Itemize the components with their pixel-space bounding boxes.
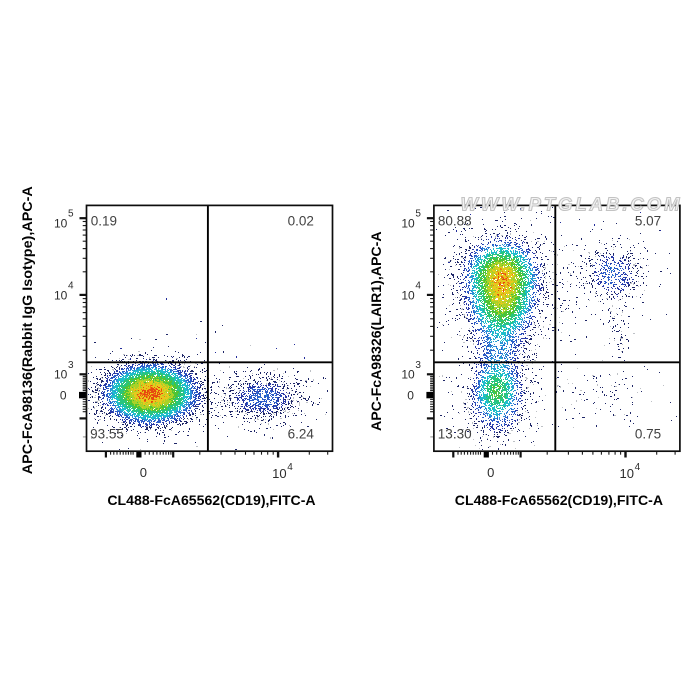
svg-text:10: 10 bbox=[401, 216, 415, 230]
svg-text:3: 3 bbox=[415, 360, 421, 371]
svg-text:CL488-FcA65562(CD19),FITC-A: CL488-FcA65562(CD19),FITC-A bbox=[455, 492, 663, 508]
svg-text:80.88: 80.88 bbox=[438, 214, 472, 229]
svg-text:4: 4 bbox=[635, 462, 641, 473]
svg-text:0: 0 bbox=[487, 465, 494, 480]
svg-text:10: 10 bbox=[272, 466, 286, 481]
svg-text:CL488-FcA65562(CD19),FITC-A: CL488-FcA65562(CD19),FITC-A bbox=[107, 492, 315, 508]
svg-text:4: 4 bbox=[287, 462, 293, 473]
svg-text:10: 10 bbox=[620, 466, 634, 481]
svg-text:5.07: 5.07 bbox=[635, 214, 661, 229]
svg-text:0: 0 bbox=[140, 465, 147, 480]
svg-text:10: 10 bbox=[401, 288, 415, 302]
svg-text:APC-FcA98136(Rabbit IgG Isotyp: APC-FcA98136(Rabbit IgG Isotype),APC-A bbox=[20, 186, 35, 474]
svg-text:10: 10 bbox=[54, 288, 68, 302]
svg-text:93.55: 93.55 bbox=[90, 427, 124, 442]
svg-text:10: 10 bbox=[54, 368, 68, 382]
svg-text:10: 10 bbox=[401, 368, 415, 382]
svg-text:6.24: 6.24 bbox=[288, 427, 315, 442]
svg-text:0.75: 0.75 bbox=[635, 427, 661, 442]
svg-text:0.02: 0.02 bbox=[288, 214, 314, 229]
svg-text:10: 10 bbox=[54, 216, 68, 230]
svg-text:4: 4 bbox=[68, 280, 74, 291]
svg-text:5: 5 bbox=[68, 209, 74, 220]
svg-text:0: 0 bbox=[60, 388, 67, 402]
svg-text:0: 0 bbox=[407, 388, 414, 402]
svg-text:3: 3 bbox=[68, 360, 74, 371]
svg-text:APC-FcA98326(LAIR1),APC-A: APC-FcA98326(LAIR1),APC-A bbox=[369, 231, 384, 431]
svg-text:0.19: 0.19 bbox=[91, 214, 117, 229]
svg-text:13.30: 13.30 bbox=[438, 427, 472, 442]
svg-text:5: 5 bbox=[415, 209, 421, 220]
svg-text:4: 4 bbox=[415, 280, 421, 291]
svg-text:WWW.PTGLAB.COM: WWW.PTGLAB.COM bbox=[461, 194, 681, 215]
